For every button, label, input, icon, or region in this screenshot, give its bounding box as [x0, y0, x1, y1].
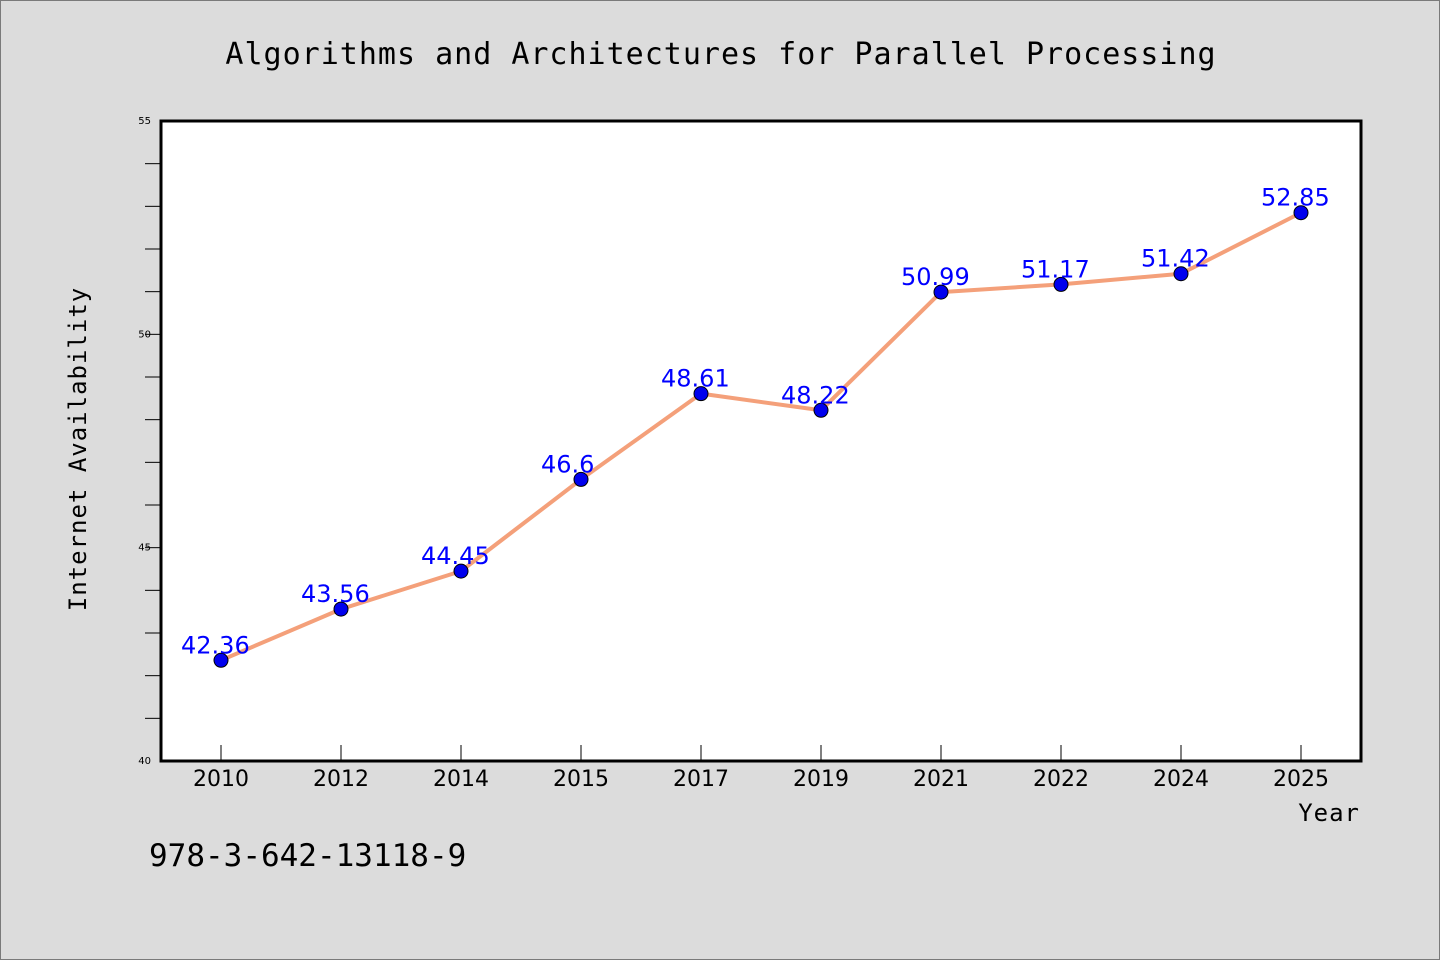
x-tick-label: 2017	[673, 767, 729, 792]
x-tick-label: 2021	[913, 767, 969, 792]
x-axis-label: Year	[1298, 799, 1360, 827]
x-tick-label: 2019	[793, 767, 849, 792]
data-label: 43.56	[301, 580, 370, 608]
x-tick-label: 2014	[433, 767, 489, 792]
isbn-text: 978-3-642-13118-9	[149, 838, 466, 874]
data-label: 48.61	[661, 365, 730, 393]
y-tick-label: 45	[138, 543, 151, 554]
data-label: 44.45	[421, 542, 490, 570]
chart-title: Algorithms and Architectures for Paralle…	[225, 37, 1216, 72]
data-point	[693, 386, 709, 402]
y-tick-label: 50	[138, 329, 151, 340]
series-layer: 42.36 43.56 44.45 46.6 48.61 48.22 50.99 51.17 5…	[181, 184, 1330, 668]
data-point	[213, 652, 229, 668]
data-point	[1173, 266, 1189, 282]
data-label: 48.22	[781, 381, 850, 409]
x-tick-label: 2025	[1273, 767, 1329, 792]
data-label: 46.6	[541, 450, 594, 478]
data-point	[453, 563, 469, 579]
data-label: 52.85	[1261, 184, 1330, 212]
x-tick-label: 2024	[1153, 767, 1209, 792]
x-axis-ticks: 2010 2012 2014 2015 2017 2019 2021 2022 2024 2025	[193, 745, 1329, 792]
data-label: 51.17	[1021, 255, 1090, 283]
data-label: 50.99	[901, 263, 970, 291]
y-axis-ticks: 40 45 50 55	[138, 116, 161, 767]
y-tick-label: 40	[138, 756, 151, 767]
x-tick-label: 2012	[313, 767, 369, 792]
x-tick-label: 2010	[193, 767, 249, 792]
data-label: 51.42	[1141, 245, 1210, 273]
x-tick-label: 2022	[1033, 767, 1089, 792]
data-point	[933, 284, 949, 300]
data-label: 42.36	[181, 631, 250, 659]
data-point	[813, 402, 829, 418]
plot-area	[159, 119, 1363, 763]
data-point	[573, 471, 589, 487]
y-axis-label: Internet Availability	[64, 287, 92, 611]
data-point	[1293, 205, 1309, 221]
x-tick-label: 2015	[553, 767, 609, 792]
y-tick-label: 55	[138, 116, 151, 127]
data-point	[1053, 276, 1069, 292]
series-line	[220, 210, 1302, 663]
data-point	[333, 601, 349, 617]
